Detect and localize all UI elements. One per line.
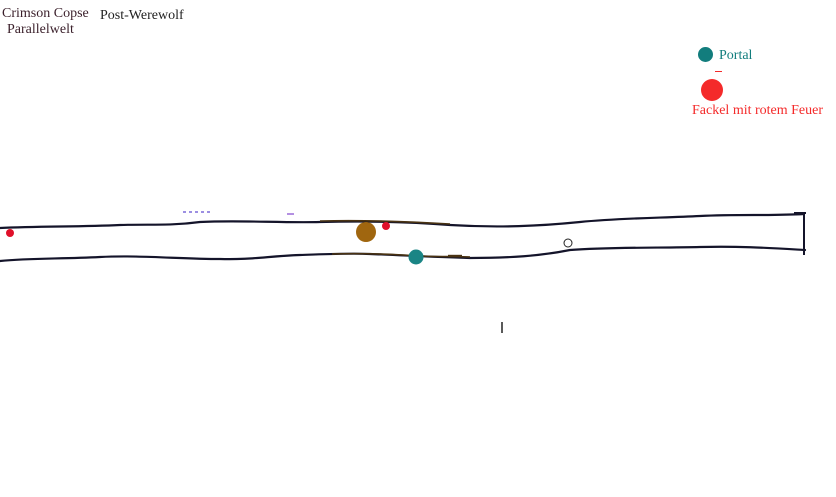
portal-marker-icon[interactable] [408, 249, 424, 265]
world-name: Parallelwelt [7, 22, 74, 37]
empty-waypoint-icon[interactable] [563, 238, 573, 248]
torch-marker-icon[interactable] [382, 222, 390, 230]
faint-marks [183, 211, 503, 333]
corridor-walls [0, 212, 807, 263]
map-markers[interactable] [6, 222, 573, 265]
state-label: Post-Werewolf [100, 8, 184, 23]
legend-torch-icon [701, 79, 723, 101]
item-marker-icon[interactable] [356, 222, 376, 242]
legend-portal-icon [698, 47, 713, 62]
legend-portal-label: Portal [719, 48, 753, 63]
legend-torch-dash [715, 71, 722, 72]
torch-marker-icon[interactable] [6, 229, 14, 237]
corridor-bottom-wall [0, 245, 807, 263]
branch-lines [319, 219, 471, 258]
branch-top [319, 219, 451, 225]
area-name: Crimson Copse [2, 6, 89, 21]
legend-torch-label: Fackel mit rotem Feuer [692, 103, 824, 118]
